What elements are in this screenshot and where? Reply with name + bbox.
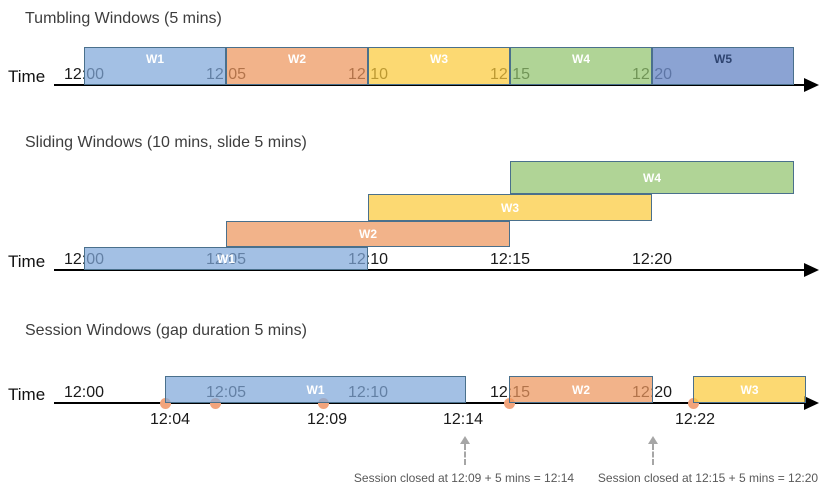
window-label: W4 xyxy=(572,52,590,66)
session-closed-arrow-line xyxy=(464,444,466,465)
window-w4: W4 xyxy=(510,161,794,194)
section-title-tumbling: Tumbling Windows (5 mins) xyxy=(25,10,222,27)
section-title-sliding: Sliding Windows (10 mins, slide 5 mins) xyxy=(25,134,307,151)
window-label: W3 xyxy=(740,382,759,397)
time-axis-label: Time xyxy=(8,385,46,404)
window-label: W2 xyxy=(359,227,377,241)
time-axis-arrowhead-icon xyxy=(804,396,819,410)
event-dot xyxy=(503,397,515,409)
event-time-label: 12:04 xyxy=(149,411,191,428)
window-w1: W1 xyxy=(84,47,226,85)
window-w2: W2 xyxy=(226,47,368,85)
window-w1: W1 xyxy=(84,247,368,270)
event-time-label: 12:22 xyxy=(674,411,716,428)
time-axis-line xyxy=(54,84,806,86)
window-w3: W3 xyxy=(693,376,806,403)
axis-tick-label: 12:20 xyxy=(631,251,673,268)
window-label: W1 xyxy=(306,382,325,397)
event-dot xyxy=(159,397,171,409)
window-w2: W2 xyxy=(226,221,510,247)
window-w3: W3 xyxy=(368,194,652,221)
time-axis-label: Time xyxy=(8,252,46,271)
event-time-label: 12:09 xyxy=(306,411,348,428)
window-w3: W3 xyxy=(368,47,510,85)
window-w5: W5 xyxy=(652,47,794,85)
window-label: W1 xyxy=(146,52,164,66)
time-axis-arrowhead-icon xyxy=(804,78,819,92)
window-label: W1 xyxy=(217,251,235,266)
window-label: W3 xyxy=(501,200,519,215)
axis-tick-label: 12:00 xyxy=(63,384,105,401)
time-axis-line xyxy=(54,269,806,271)
window-label: W2 xyxy=(288,52,306,66)
window-w1: W1 xyxy=(165,376,466,403)
session-closed-arrow-icon xyxy=(648,436,658,444)
window-label: W4 xyxy=(643,170,661,185)
time-axis-arrowhead-icon xyxy=(804,263,819,277)
window-label: W2 xyxy=(572,382,590,397)
event-time-label: 12:14 xyxy=(442,411,484,428)
session-closed-note: Session closed at 12:15 + 5 mins = 12:20 xyxy=(597,471,819,485)
event-dot xyxy=(687,397,699,409)
window-w2: W2 xyxy=(509,376,653,403)
event-dot xyxy=(209,397,221,409)
session-closed-arrow-icon xyxy=(460,436,470,444)
time-axis-line xyxy=(54,402,806,404)
event-dot xyxy=(317,397,329,409)
window-w4: W4 xyxy=(510,47,652,85)
section-title-session: Session Windows (gap duration 5 mins) xyxy=(25,322,307,339)
time-axis-label: Time xyxy=(8,67,46,86)
axis-tick-label: 12:15 xyxy=(489,251,531,268)
session-closed-arrow-line xyxy=(652,444,654,465)
window-label: W5 xyxy=(714,52,732,66)
session-closed-note: Session closed at 12:09 + 5 mins = 12:14 xyxy=(353,471,575,485)
window-label: W3 xyxy=(430,52,448,66)
